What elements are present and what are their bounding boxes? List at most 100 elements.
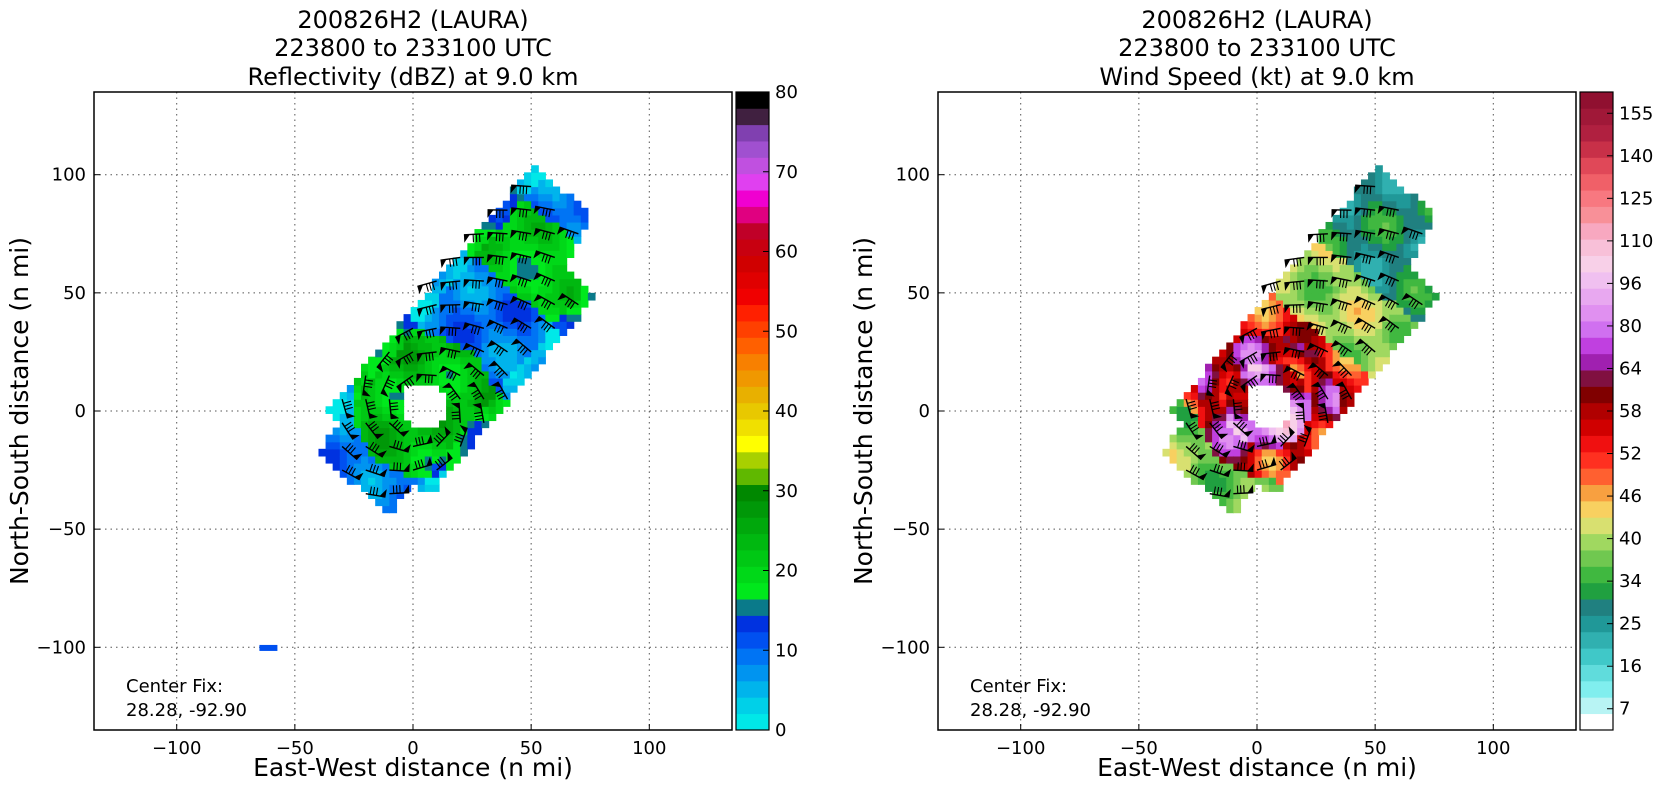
field-cell bbox=[340, 456, 348, 464]
colorbar-segment bbox=[736, 272, 769, 289]
field-cell bbox=[425, 449, 433, 457]
field-cell bbox=[510, 357, 518, 365]
field-cell bbox=[411, 307, 419, 315]
field-cell bbox=[538, 222, 546, 230]
field-cell bbox=[1411, 208, 1419, 216]
field-cell bbox=[1375, 172, 1383, 180]
field-cell bbox=[1375, 243, 1383, 251]
field-cell bbox=[432, 286, 440, 294]
field-cell bbox=[1212, 371, 1220, 379]
field-cell bbox=[1340, 357, 1348, 365]
field-cell bbox=[1382, 264, 1390, 272]
field-cell bbox=[1297, 293, 1305, 301]
field-cell bbox=[382, 342, 390, 350]
colorbar-segment bbox=[1580, 239, 1613, 256]
field-cell bbox=[432, 470, 440, 478]
field-cell bbox=[517, 286, 525, 294]
field-cell bbox=[1326, 420, 1334, 428]
field-cell bbox=[375, 399, 383, 407]
colorbar-segment bbox=[1580, 665, 1613, 682]
field-cell bbox=[538, 179, 546, 187]
field-cell bbox=[1198, 406, 1206, 414]
reflectivity-y-axis-label: North-South distance (n mi) bbox=[5, 237, 34, 585]
field-cell bbox=[361, 477, 369, 485]
field-cell bbox=[1262, 364, 1270, 372]
field-cell bbox=[1361, 201, 1369, 209]
colorbar-segment bbox=[736, 321, 769, 338]
colorbar-tick-label: 125 bbox=[1619, 188, 1653, 209]
colorbar-segment bbox=[736, 665, 769, 682]
field-cell bbox=[1326, 286, 1334, 294]
field-cell bbox=[1382, 335, 1390, 343]
colorbar-segment bbox=[736, 354, 769, 371]
field-cell bbox=[1347, 357, 1355, 365]
field-cell bbox=[1233, 470, 1241, 478]
field-cell bbox=[375, 477, 383, 485]
field-cell bbox=[1255, 477, 1263, 485]
field-cell bbox=[1304, 357, 1312, 365]
field-cell bbox=[467, 293, 475, 301]
field-cell bbox=[1318, 314, 1326, 322]
field-cell bbox=[1326, 293, 1334, 301]
field-cell bbox=[1418, 279, 1426, 287]
field-cell bbox=[1219, 463, 1227, 471]
field-cell bbox=[1233, 506, 1241, 514]
field-cell bbox=[1262, 321, 1270, 329]
field-cell bbox=[1162, 449, 1170, 457]
field-cell bbox=[467, 428, 475, 436]
field-cell bbox=[460, 335, 468, 343]
field-cell bbox=[517, 243, 525, 251]
field-cell bbox=[524, 371, 532, 379]
field-cell bbox=[1255, 364, 1263, 372]
field-cell bbox=[1255, 321, 1263, 329]
field-cell bbox=[531, 286, 539, 294]
field-cell bbox=[1396, 328, 1404, 336]
field-cell bbox=[1333, 222, 1341, 230]
field-cell bbox=[1240, 392, 1248, 400]
field-cell bbox=[1382, 208, 1390, 216]
field-cell bbox=[574, 286, 582, 294]
field-cell bbox=[1276, 378, 1284, 386]
field-cell bbox=[510, 385, 518, 393]
colorbar-segment bbox=[736, 468, 769, 485]
field-cell bbox=[1389, 194, 1397, 202]
field-cell bbox=[453, 307, 461, 315]
field-cell bbox=[1404, 321, 1412, 329]
field-cell bbox=[1333, 399, 1341, 407]
field-cell bbox=[482, 378, 490, 386]
colorbar-segment bbox=[1580, 207, 1613, 224]
field-cell bbox=[1304, 392, 1312, 400]
field-cell bbox=[1354, 264, 1362, 272]
field-cell bbox=[574, 307, 582, 315]
colorbar-segment bbox=[1580, 157, 1613, 174]
field-cell bbox=[1198, 413, 1206, 421]
field-cell bbox=[567, 215, 575, 223]
colorbar-segment bbox=[736, 190, 769, 207]
field-cell bbox=[1297, 378, 1305, 386]
field-cell bbox=[1389, 243, 1397, 251]
field-cell bbox=[1219, 484, 1227, 492]
field-cell bbox=[482, 357, 490, 365]
field-cell bbox=[1375, 286, 1383, 294]
field-cell bbox=[1276, 449, 1284, 457]
field-cell bbox=[552, 243, 560, 251]
field-cell bbox=[474, 236, 482, 244]
field-cell bbox=[545, 314, 553, 322]
field-cell bbox=[545, 328, 553, 336]
field-cell bbox=[1347, 378, 1355, 386]
field-cell bbox=[1354, 243, 1362, 251]
field-cell bbox=[1191, 392, 1199, 400]
colorbar-segment bbox=[1580, 223, 1613, 240]
field-cell bbox=[354, 413, 362, 421]
field-cell bbox=[467, 413, 475, 421]
field-cell bbox=[538, 215, 546, 223]
field-cell bbox=[467, 264, 475, 272]
field-cell bbox=[396, 371, 404, 379]
field-cell bbox=[1375, 165, 1383, 173]
field-cell bbox=[552, 201, 560, 209]
y-tick-label: 0 bbox=[75, 401, 86, 422]
field-cell bbox=[1418, 286, 1426, 294]
field-cell bbox=[1368, 335, 1376, 343]
field-cell bbox=[510, 364, 518, 372]
field-cell bbox=[1212, 385, 1220, 393]
